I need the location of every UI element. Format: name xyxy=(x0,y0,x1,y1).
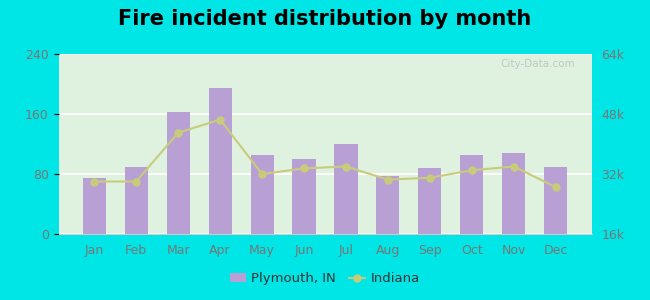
Bar xyxy=(292,159,315,234)
Legend: Plymouth, IN, Indiana: Plymouth, IN, Indiana xyxy=(225,267,425,290)
Text: City-Data.com: City-Data.com xyxy=(500,59,575,69)
Bar xyxy=(250,155,274,234)
Bar xyxy=(125,167,148,234)
Text: Fire incident distribution by month: Fire incident distribution by month xyxy=(118,9,532,29)
Bar xyxy=(209,88,231,234)
Bar xyxy=(460,155,484,234)
Bar xyxy=(544,167,567,234)
Bar xyxy=(502,153,525,234)
Bar xyxy=(83,178,106,234)
Bar xyxy=(166,112,190,234)
Bar xyxy=(376,176,400,234)
Bar xyxy=(335,144,358,234)
Bar xyxy=(419,168,441,234)
